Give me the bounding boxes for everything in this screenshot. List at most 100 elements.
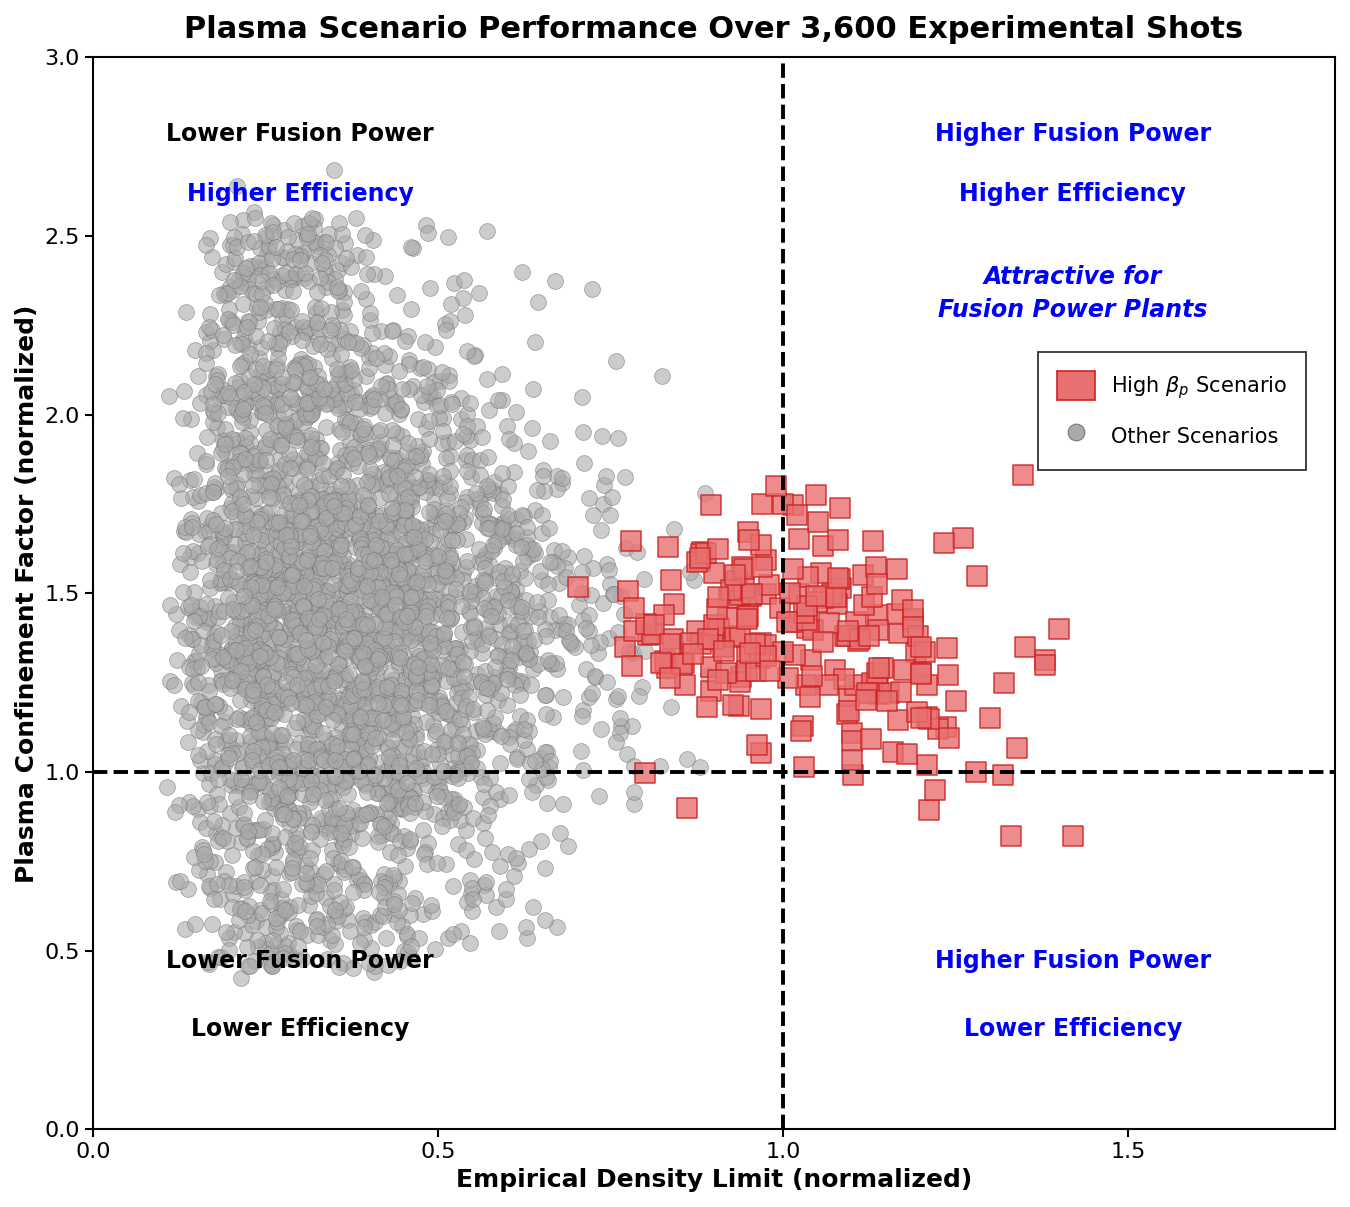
Point	[379, 387, 401, 407]
Point	[310, 676, 332, 695]
Point	[309, 389, 331, 408]
Point	[733, 560, 755, 579]
Point	[275, 526, 297, 546]
Point	[277, 774, 298, 793]
Point	[271, 750, 293, 769]
Point	[312, 606, 333, 625]
Point	[369, 625, 390, 645]
Point	[319, 812, 340, 832]
Point	[656, 659, 678, 678]
Point	[278, 322, 300, 342]
Point	[373, 343, 394, 362]
Point	[274, 474, 296, 494]
Point	[302, 337, 324, 356]
Point	[342, 750, 363, 769]
Point	[278, 521, 300, 541]
Point	[431, 567, 452, 587]
Point	[387, 470, 409, 489]
Point	[439, 548, 460, 567]
Point	[306, 529, 328, 548]
Point	[319, 608, 340, 628]
Point	[342, 518, 363, 537]
Point	[274, 416, 296, 436]
Y-axis label: Plasma Confinement Factor (normalized): Plasma Confinement Factor (normalized)	[15, 304, 39, 882]
Point	[390, 459, 412, 478]
Point	[248, 558, 270, 577]
Point	[474, 572, 495, 591]
Point	[292, 875, 313, 894]
Point	[240, 618, 262, 637]
Point	[313, 681, 335, 700]
Point	[494, 646, 516, 665]
Point	[416, 548, 437, 567]
Point	[228, 910, 250, 929]
Point	[269, 523, 290, 542]
Point	[217, 745, 239, 764]
Point	[251, 845, 273, 864]
Point	[255, 700, 277, 719]
Point	[379, 448, 401, 467]
Point	[842, 765, 864, 785]
Point	[418, 660, 440, 680]
Point	[321, 815, 343, 834]
Point	[217, 561, 239, 581]
Point	[367, 578, 389, 597]
Point	[316, 582, 338, 601]
Point	[286, 554, 308, 573]
Point	[412, 568, 433, 588]
Point	[297, 355, 319, 374]
Point	[263, 567, 285, 587]
Point	[786, 505, 807, 524]
Point	[406, 542, 428, 561]
Point	[262, 632, 284, 652]
Point	[413, 392, 435, 412]
Point	[371, 629, 393, 648]
Point	[343, 678, 364, 698]
Point	[313, 542, 335, 561]
Point	[595, 467, 617, 486]
Point	[262, 375, 284, 395]
Point	[306, 696, 328, 716]
Point	[722, 695, 744, 715]
Point	[263, 645, 285, 664]
Point	[207, 607, 228, 626]
Point	[243, 447, 265, 466]
Point	[389, 832, 410, 851]
Point	[266, 704, 288, 723]
Point	[397, 925, 418, 944]
Point	[350, 617, 371, 636]
Point	[247, 937, 269, 956]
Point	[498, 428, 520, 448]
Point	[309, 781, 331, 800]
Point	[340, 602, 362, 622]
Point	[375, 593, 397, 612]
Point	[401, 937, 423, 956]
Point	[382, 529, 404, 548]
Point	[652, 605, 674, 624]
Point	[1034, 655, 1056, 675]
Point	[486, 898, 508, 917]
Point	[590, 719, 612, 739]
Point	[405, 572, 427, 591]
Point	[333, 816, 355, 835]
Point	[416, 855, 437, 874]
Point	[358, 445, 379, 465]
Point	[202, 395, 224, 414]
Point	[418, 692, 440, 711]
Point	[301, 425, 323, 444]
Point	[463, 890, 485, 909]
Point	[269, 449, 290, 468]
Point	[170, 488, 192, 507]
Point	[356, 756, 378, 775]
Point	[435, 561, 456, 581]
Point	[516, 739, 537, 758]
Point	[333, 397, 355, 416]
Point	[346, 631, 367, 651]
Point	[375, 629, 397, 648]
Point	[325, 814, 347, 833]
Point	[290, 350, 312, 369]
Point	[208, 696, 230, 716]
Point	[535, 858, 556, 877]
Point	[232, 264, 254, 284]
Point	[414, 597, 436, 617]
